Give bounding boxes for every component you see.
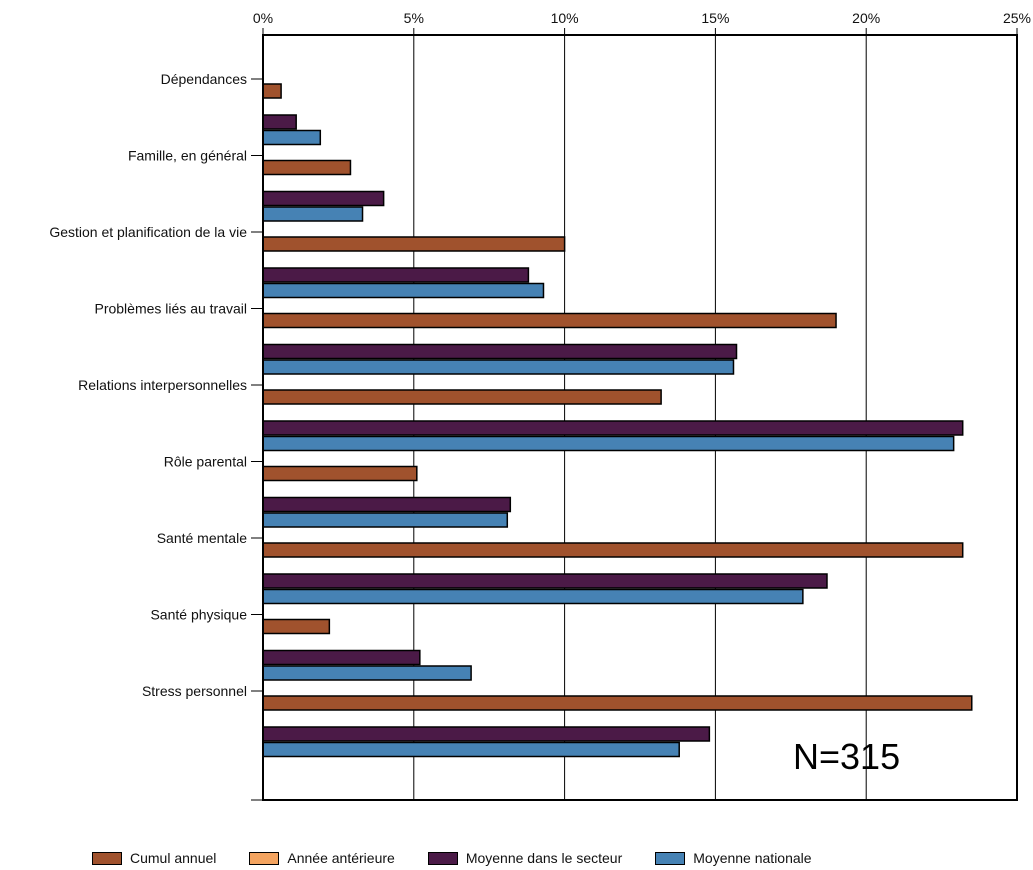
legend-swatch (655, 851, 686, 865)
axes (251, 28, 1018, 801)
bar-cumul-annuel (262, 83, 282, 99)
category-label: Relations interpersonnelles (78, 377, 247, 393)
legend-label: Moyenne dans le secteur (465, 850, 623, 866)
bar-moyenne-nationale (262, 359, 735, 375)
legend-label: Moyenne nationale (693, 850, 812, 866)
grid-lines (413, 35, 867, 800)
category-label: Stress personnel (142, 683, 247, 699)
x-tick-label: 10% (551, 10, 579, 26)
bar-moyenne-nationale (262, 435, 955, 452)
bars (262, 83, 973, 758)
bar-moyenne-nationale (262, 282, 545, 299)
bar-moyenne-nationale (262, 206, 364, 222)
legend-label: Cumul annuel (130, 850, 217, 866)
category-label: Santé mentale (157, 530, 247, 546)
legend-swatch (427, 851, 458, 865)
plot-frame (262, 34, 1018, 801)
legend-swatch (249, 851, 280, 865)
bar-cumul-annuel (262, 695, 973, 711)
bar-moyenne-nationale (262, 741, 680, 758)
bar-cumul-annuel (262, 542, 964, 558)
legend-item: Cumul annuel (92, 850, 216, 866)
legend-swatch (92, 851, 122, 865)
category-label: Dépendances (161, 71, 247, 87)
legend-label: Année antérieure (287, 850, 395, 866)
labels: 0% 5% 10% 15% 20% 25% Dépendances Famille, en g… (49, 10, 1031, 699)
category-label: Problèmes liés au travail (94, 301, 247, 317)
legend-item: Année antérieure (249, 850, 395, 866)
category-label: Gestion et planification de la vie (49, 224, 247, 240)
category-label: Santé physique (150, 607, 247, 623)
bar-cumul-annuel (262, 236, 566, 252)
bar-cumul-annuel (262, 618, 331, 635)
x-tick-label: 5% (404, 10, 424, 26)
legend-item: Moyenne dans le secteur (427, 850, 623, 866)
sample-size-annotation: N=315 (793, 736, 900, 777)
bar-moyenne-dans-le-secteur (262, 190, 385, 207)
bar-moyenne-dans-le-secteur (262, 726, 711, 742)
bar-moyenne-dans-le-secteur (262, 496, 512, 513)
bar-cumul-annuel (262, 389, 662, 405)
bar-moyenne-dans-le-secteur (262, 649, 421, 666)
bar-cumul-annuel (262, 159, 352, 176)
bar-moyenne-nationale (262, 512, 509, 528)
x-tick-label: 25% (1003, 10, 1031, 26)
category-label: Rôle parental (164, 454, 247, 470)
legend-item: Moyenne nationale (655, 850, 812, 866)
bar-moyenne-dans-le-secteur (262, 343, 738, 360)
bar-cumul-annuel (262, 465, 418, 482)
bar-moyenne-dans-le-secteur (262, 573, 828, 589)
bar-moyenne-nationale (262, 588, 804, 605)
bar-moyenne-dans-le-secteur (262, 114, 297, 130)
x-tick-label: 15% (701, 10, 729, 26)
bar-moyenne-dans-le-secteur (262, 267, 530, 283)
bar-moyenne-dans-le-secteur (262, 420, 964, 436)
x-tick-label: 0% (253, 10, 273, 26)
category-label: Famille, en général (128, 148, 247, 164)
bar-moyenne-nationale (262, 129, 322, 146)
x-tick-label: 20% (852, 10, 880, 26)
bar-moyenne-nationale (262, 665, 472, 681)
legend: Cumul annuel Année antérieure Moyenne dans… (92, 850, 845, 866)
bar-cumul-annuel (262, 312, 837, 329)
